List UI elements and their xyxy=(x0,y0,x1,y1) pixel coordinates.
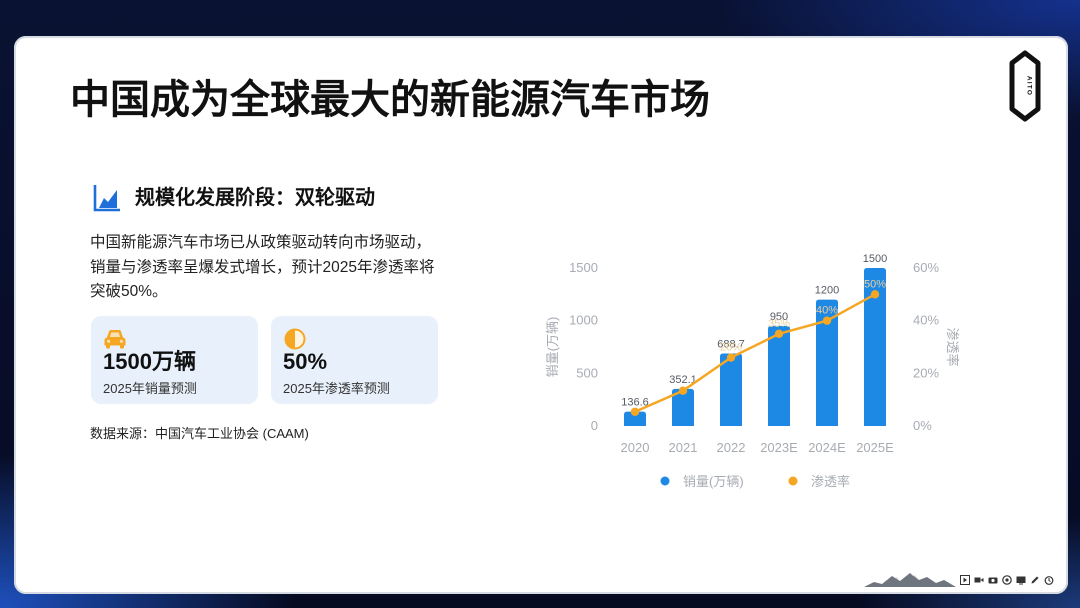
page-title: 中国成为全球最大的新能源汽车市场 xyxy=(70,78,710,122)
stat-value-penetration: 50% xyxy=(283,349,328,374)
line-point-2025E xyxy=(870,290,880,299)
stat-value-sales: 1500万辆 xyxy=(103,349,196,374)
stat-card-sales: 1500万辆 2025年销量预测 xyxy=(91,316,258,404)
y-tick-0: 0 xyxy=(591,418,598,433)
line-point-2022 xyxy=(726,353,736,362)
stat-label-penetration: 2025年渗透率预测 xyxy=(283,381,390,396)
bar-2024E xyxy=(816,299,838,426)
bar-label-2023E: 950 xyxy=(770,311,788,323)
sales-penetration-chart: 0 500 1000 1500 0% 20% 40% 60% 销量(万辆) 渗透率 136.6 202… xyxy=(545,253,960,489)
stat-label-sales: 2025年销量预测 xyxy=(103,381,197,396)
bar-label-2020: 136.6 xyxy=(621,397,649,409)
legend-marker-penetration xyxy=(788,476,798,486)
line-point-2024E xyxy=(822,316,832,325)
area-chart-icon xyxy=(93,185,120,212)
section-heading: 规模化发展阶段：双轮驱动 xyxy=(135,187,375,209)
section-description: 中国新能源汽车市场已从政策驱动转向市场驱动， 销量与渗透率呈爆发式增长，预计20… xyxy=(90,231,434,305)
data-source-note: 数据来源：中国汽车工业协会 (CAAM) xyxy=(90,426,309,441)
legend-label-sales: 销量(万辆) xyxy=(683,474,744,489)
bar-2023E xyxy=(768,325,790,426)
legend-marker-sales xyxy=(660,476,670,486)
bar-2022 xyxy=(720,353,742,426)
bar-label-2024E: 1200 xyxy=(815,285,839,297)
timer-icon[interactable] xyxy=(1044,575,1054,585)
line-point-2020 xyxy=(630,407,640,416)
penetration-line xyxy=(634,293,876,413)
line-point-2021 xyxy=(678,386,688,395)
y-tick-1500: 1500 xyxy=(569,260,598,275)
legend-label-penetration: 渗透率 xyxy=(811,474,850,489)
aito-logo: AITO xyxy=(1009,50,1041,122)
half-circle-icon xyxy=(284,328,306,350)
bar-2020 xyxy=(624,411,646,426)
x-tick-2024E: 2024E xyxy=(808,440,846,455)
y-tick-500: 500 xyxy=(576,365,598,380)
y2-tick-2: 40% xyxy=(913,313,939,328)
line-label-2023E: 35% xyxy=(768,318,790,330)
x-tick-2025E: 2025E xyxy=(856,440,894,455)
bar-2025E xyxy=(864,268,886,426)
player-toolbar xyxy=(960,574,1058,586)
y-axis-title: 销量(万辆) xyxy=(545,317,560,378)
screen-icon[interactable] xyxy=(1016,575,1026,585)
slide-card: 中国成为全球最大的新能源汽车市场 AITO 规模化发展阶段：双轮驱动 中国新能源… xyxy=(14,36,1068,594)
description-line: 销量与渗透率呈爆发式增长，预计2025年渗透率将 xyxy=(90,258,435,276)
bar-label-2025E: 1500 xyxy=(863,253,887,265)
x-tick-2023E: 2023E xyxy=(760,440,798,455)
x-tick-2020: 2020 xyxy=(621,440,650,455)
bar-label-2021: 352.1 xyxy=(669,374,697,386)
pen-icon[interactable] xyxy=(1030,575,1040,585)
y2-tick-0: 0% xyxy=(913,418,932,433)
y2-tick-1: 20% xyxy=(913,365,939,380)
line-label-2022: 26% xyxy=(720,342,742,354)
description-line: 突破50%。 xyxy=(90,283,168,300)
x-tick-2021: 2021 xyxy=(669,440,698,455)
video-icon[interactable] xyxy=(974,575,984,585)
line-label-2024E: 40% xyxy=(816,305,838,317)
line-label-2025E: 50% xyxy=(864,278,886,290)
stat-card-penetration: 50% 2025年渗透率预测 xyxy=(271,316,438,404)
car-icon xyxy=(104,330,126,349)
play-icon[interactable] xyxy=(960,575,970,585)
bar-label-2022: 688.7 xyxy=(717,338,745,350)
camera-icon[interactable] xyxy=(988,575,998,585)
mountain-silhouette xyxy=(864,573,956,587)
y2-tick-3: 60% xyxy=(913,260,939,275)
y2-axis-title: 渗透率 xyxy=(945,327,960,366)
y-tick-1000: 1000 xyxy=(569,313,598,328)
x-tick-2022: 2022 xyxy=(717,440,746,455)
bar-2021 xyxy=(672,388,694,426)
description-line: 中国新能源汽车市场已从政策驱动转向市场驱动， xyxy=(90,234,432,251)
logo-lettering: AITO xyxy=(1026,76,1033,96)
line-point-2023E xyxy=(774,329,784,339)
target-icon[interactable] xyxy=(1002,575,1012,585)
